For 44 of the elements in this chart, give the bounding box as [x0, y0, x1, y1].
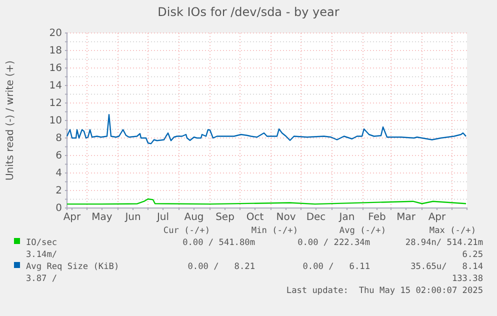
x-tick-label: Jan	[338, 212, 355, 224]
y-tick-label: 0	[56, 203, 62, 214]
text: Cur (-/+)	[163, 226, 210, 236]
x-tick-label: May	[92, 212, 112, 224]
y-tick-label: 10	[49, 116, 62, 127]
text: Avg (-/+)	[339, 226, 386, 236]
text: Last update: Thu May 15 02:00:07 2025	[286, 286, 483, 296]
x-tick-label: Aug	[184, 212, 204, 224]
text: 6.25	[462, 250, 483, 260]
y-tick-label: 2	[56, 186, 62, 197]
x-tick-label: Sep	[216, 212, 234, 224]
text: 0.00 / 541.80m	[182, 238, 255, 248]
legend-label: Avg Req Size (KiB)	[26, 262, 120, 272]
x-tick-label: Jun	[124, 212, 141, 224]
y-tick-label: 6	[56, 150, 62, 162]
y-tick-label: 20	[49, 28, 62, 40]
x-tick-label: Apr	[63, 212, 82, 224]
y-tick-label: 14	[49, 80, 62, 92]
y-tick-label: 12	[49, 98, 62, 110]
text: Max (-/+)	[429, 226, 476, 236]
legend-label: IO/sec	[26, 238, 58, 248]
x-tick-label: Mar	[396, 212, 416, 224]
y-axis-title: Units read (-) / write (+)	[5, 60, 16, 181]
x-tick-label: Jul	[156, 212, 170, 224]
text: 133.38	[452, 274, 483, 284]
x-tick-label: Feb	[368, 212, 386, 224]
x-tick-label: Apr	[428, 212, 447, 224]
chart-title: Disk IOs for /dev/sda - by year	[158, 5, 340, 19]
text: 28.94n/ 514.21m	[405, 238, 483, 248]
line-series	[66, 114, 467, 144]
y-tick-label: 18	[49, 46, 62, 57]
y-tick-label: 16	[49, 63, 62, 74]
text: 0.00 / 222.34m	[298, 238, 370, 248]
text: 3.14m/	[26, 250, 58, 260]
text: Min (-/+)	[251, 226, 298, 236]
y-tick-label: 4	[56, 168, 62, 180]
x-tick-label: Dec	[306, 212, 326, 224]
text: 0.00 / 6.11	[302, 262, 370, 272]
x-tick-label: Oct	[246, 212, 264, 224]
text: 3.87 /	[26, 274, 58, 284]
y-tick-label: 8	[56, 133, 62, 144]
text: 35.65u/ 8.14	[410, 262, 483, 272]
text: 0.00 / 8.21	[188, 262, 255, 272]
x-tick-label: Nov	[276, 212, 296, 224]
